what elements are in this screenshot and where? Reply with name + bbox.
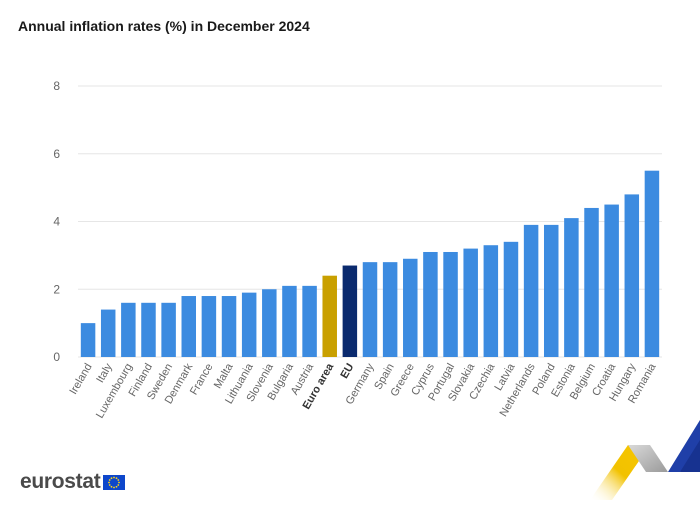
x-tick-label: Ireland [67, 362, 94, 397]
bar [80, 323, 96, 357]
bar [503, 241, 519, 357]
bar [564, 218, 579, 357]
bar [584, 207, 599, 357]
bar [302, 285, 317, 357]
bar [241, 292, 257, 357]
eu-flag-icon [103, 474, 126, 490]
x-tick-label: EU [338, 361, 356, 380]
y-tick-label: 0 [53, 350, 60, 364]
bar [362, 262, 378, 357]
bar [201, 296, 217, 357]
bar [463, 248, 478, 357]
decorative-ribbon-icon [590, 420, 700, 500]
y-tick-label: 4 [53, 215, 60, 229]
bar [604, 204, 619, 357]
bar [161, 302, 176, 357]
eurostat-logo: eurostat [20, 470, 126, 494]
bar [523, 224, 539, 357]
y-tick-label: 6 [53, 147, 60, 161]
bar [443, 251, 458, 357]
bar [423, 251, 438, 357]
bar [262, 289, 277, 357]
bar [644, 170, 660, 357]
bar [141, 302, 156, 357]
logo-text: eurostat [20, 470, 101, 493]
bar [121, 302, 136, 357]
bar [483, 245, 499, 357]
bar [282, 285, 297, 357]
bar [221, 296, 237, 357]
y-tick-label: 2 [53, 282, 60, 296]
bar [342, 265, 358, 357]
y-tick-label: 8 [53, 79, 60, 93]
bar [382, 262, 398, 357]
chart-title: Annual inflation rates (%) in December 2… [18, 18, 310, 34]
bar [322, 275, 337, 357]
bar [403, 258, 418, 357]
bar [181, 296, 197, 357]
bar [543, 224, 559, 357]
bar [100, 309, 116, 357]
bar [624, 194, 640, 357]
